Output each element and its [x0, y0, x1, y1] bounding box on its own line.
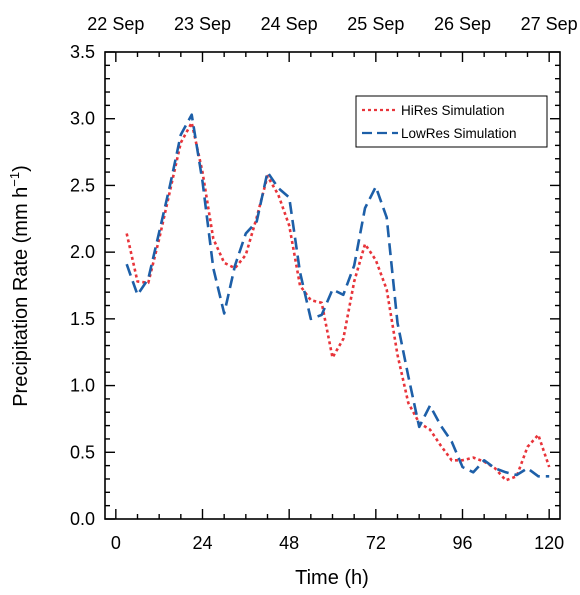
y-tick-label: 1.5 [70, 309, 95, 329]
y-axis-title-suffix: ) [10, 165, 32, 172]
top-date-label: 24 Sep [261, 14, 318, 34]
top-date-label: 27 Sep [521, 14, 578, 34]
y-tick-label: 3.0 [70, 109, 95, 129]
legend: HiRes Simulation LowRes Simulation [355, 95, 548, 148]
y-tick-label: 0.5 [70, 442, 95, 462]
top-date-label: 25 Sep [347, 14, 404, 34]
legend-label-lowres: LowRes Simulation [401, 126, 517, 141]
x-tick-label: 48 [279, 533, 299, 553]
top-date-label: 22 Sep [87, 14, 144, 34]
x-tick-label: 24 [192, 533, 212, 553]
series-line-hires [125, 121, 551, 482]
x-axis-title: Time (h) [295, 567, 369, 589]
x-tick-label: 72 [366, 533, 386, 553]
legend-label-hires: HiRes Simulation [401, 103, 505, 118]
top-date-label: 23 Sep [174, 14, 231, 34]
plot-frame [104, 51, 561, 520]
y-axis-title-superscript: −1 [7, 172, 22, 187]
tick-labels: 0 24 48 72 96 120 22 Sep 23 Sep 24 Sep 25 Sep 26 S… [70, 14, 578, 553]
y-tick-label: 0.0 [70, 509, 95, 529]
y-axis-title: Precipitation Rate (mm h−1) [7, 165, 32, 407]
series-line-lowres [125, 113, 550, 478]
x-tick-label: 96 [452, 533, 472, 553]
series-lines [125, 113, 551, 482]
x-tick-label: 120 [534, 533, 564, 553]
y-tick-label: 3.5 [70, 42, 95, 62]
y-tick-label: 2.5 [70, 175, 95, 195]
y-tick-label: 2.0 [70, 242, 95, 262]
top-date-label: 26 Sep [434, 14, 491, 34]
x-tick-label: 0 [111, 533, 121, 553]
legend-box [355, 95, 548, 148]
y-axis-title-main: Precipitation Rate (mm h [10, 187, 32, 407]
y-tick-label: 1.0 [70, 376, 95, 396]
axis-ticks [105, 51, 560, 520]
